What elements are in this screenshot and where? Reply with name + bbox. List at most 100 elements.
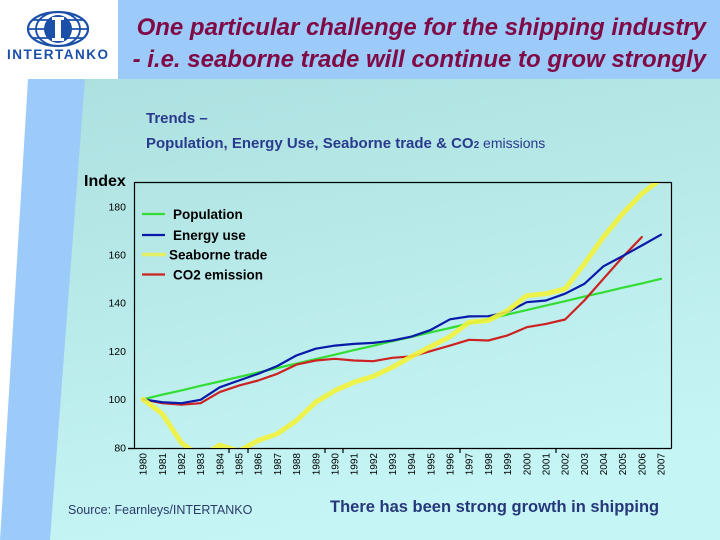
data-point-seaborne-trade	[353, 381, 356, 384]
legend-label-co2-emission: CO2 emission	[173, 268, 263, 283]
subtitle-subscript: 2	[473, 140, 480, 151]
data-point-co2-emission	[429, 350, 432, 353]
data-point-seaborne-trade	[602, 236, 605, 239]
data-point-co2-emission	[564, 318, 567, 321]
x-tick-label: 1980	[139, 453, 150, 476]
subtitle-line-2-main: Population, Energy Use, Seaborne trade &…	[146, 135, 474, 152]
data-point-seaborne-trade	[640, 192, 643, 195]
data-point-seaborne-trade	[525, 294, 528, 297]
data-point-co2-emission	[218, 391, 221, 394]
data-point-seaborne-trade	[257, 439, 260, 442]
series-layer	[140, 177, 663, 448]
data-point-energy-use	[468, 315, 471, 318]
x-tick-label: 2007	[657, 453, 668, 476]
x-tick-label: 1989	[311, 453, 322, 476]
x-tick-label: 1994	[407, 453, 418, 476]
y-axis-label: Index	[84, 173, 126, 190]
data-point-energy-use	[525, 301, 528, 304]
data-point-energy-use	[353, 342, 356, 345]
data-point-co2-emission	[583, 299, 586, 302]
x-tick-label: 1985	[235, 453, 246, 476]
x-tick-label: 1996	[446, 453, 457, 476]
x-tick-label: 1998	[484, 453, 495, 476]
series-line-seaborne-trade	[140, 183, 660, 448]
y-tick-label: 140	[108, 298, 126, 310]
data-point-population	[218, 380, 221, 383]
subtitle-line-1: Trends –	[146, 110, 208, 127]
legend: Population Energy use Seaborne trade CO2…	[142, 207, 268, 283]
data-point-seaborne-trade	[161, 412, 164, 415]
data-point-seaborne-trade	[449, 335, 452, 338]
data-point-co2-emission	[257, 379, 260, 382]
data-point-energy-use	[410, 335, 413, 338]
data-point-co2-emission	[449, 344, 452, 347]
x-tick-label: 1993	[388, 453, 399, 476]
data-point-energy-use	[660, 233, 663, 236]
data-point-energy-use	[640, 244, 643, 247]
data-point-co2-emission	[468, 338, 471, 341]
data-point-energy-use	[429, 328, 432, 331]
data-point-seaborne-trade	[391, 366, 394, 369]
source-note: Source: Fearnleys/INTERTANKO	[68, 503, 253, 517]
x-tick-label: 2006	[637, 453, 648, 476]
x-tick-label: 2004	[599, 453, 610, 476]
data-point-energy-use	[295, 354, 298, 357]
data-point-co2-emission	[276, 372, 279, 375]
data-point-energy-use	[583, 282, 586, 285]
data-point-co2-emission	[314, 359, 317, 362]
data-point-energy-use	[333, 344, 336, 347]
data-point-seaborne-trade	[276, 432, 279, 435]
key-message: There has been strong growth in shipping	[330, 498, 660, 516]
data-point-population	[660, 277, 663, 280]
y-tick-label: 180	[108, 201, 126, 213]
data-point-population	[333, 353, 336, 356]
x-tick-label: 2000	[522, 453, 533, 476]
title-line-1: One particular challenge for the shippin…	[136, 14, 706, 41]
data-point-co2-emission	[544, 322, 547, 325]
y-tick-label: 80	[114, 442, 126, 454]
data-point-co2-emission	[391, 356, 394, 359]
data-point-energy-use	[218, 386, 221, 389]
x-tick-label: 1982	[177, 453, 188, 476]
y-tick-label: 120	[108, 346, 126, 358]
data-point-energy-use	[257, 372, 260, 375]
data-point-co2-emission	[506, 334, 509, 337]
subtitle-line-2: Population, Energy Use, Seaborne trade &…	[146, 131, 545, 158]
data-point-seaborne-trade	[314, 401, 317, 404]
x-tick-label: 1990	[330, 453, 341, 476]
data-point-seaborne-trade	[372, 375, 375, 378]
x-tick-label: 1986	[254, 453, 265, 476]
data-point-co2-emission	[237, 384, 240, 387]
data-point-co2-emission	[602, 277, 605, 280]
chart-subtitle: Trends – Population, Energy Use, Seaborn…	[146, 107, 545, 158]
data-point-population	[544, 304, 547, 307]
data-point-energy-use	[391, 339, 394, 342]
x-tick-label: 1983	[196, 453, 207, 476]
data-point-energy-use	[564, 292, 567, 295]
x-tick-label: 1995	[426, 453, 437, 476]
data-point-population	[602, 291, 605, 294]
x-tick-label: 2001	[541, 453, 552, 476]
x-tick-label: 1991	[350, 453, 361, 476]
data-point-co2-emission	[525, 326, 528, 329]
legend-label-population: Population	[173, 207, 243, 222]
content-panel	[50, 79, 720, 540]
data-point-seaborne-trade	[506, 309, 509, 312]
data-point-energy-use	[372, 341, 375, 344]
subtitle-line-2-tail: emissions	[479, 135, 546, 151]
y-tick-labels: 80 100 120 140 160 180	[108, 201, 135, 454]
data-point-energy-use	[276, 365, 279, 368]
title-line-2: - i.e. seaborne trade will continue to g…	[132, 46, 706, 73]
series-line-energy-use	[141, 233, 663, 405]
data-point-seaborne-trade	[429, 345, 432, 348]
data-point-co2-emission	[353, 359, 356, 362]
header-band	[118, 0, 720, 80]
data-point-seaborne-trade	[333, 389, 336, 392]
data-point-seaborne-trade	[660, 177, 663, 180]
x-tick-label: 1987	[273, 453, 284, 476]
data-point-population	[640, 282, 643, 285]
data-point-seaborne-trade	[142, 398, 145, 401]
x-tick-label: 1984	[215, 453, 226, 476]
